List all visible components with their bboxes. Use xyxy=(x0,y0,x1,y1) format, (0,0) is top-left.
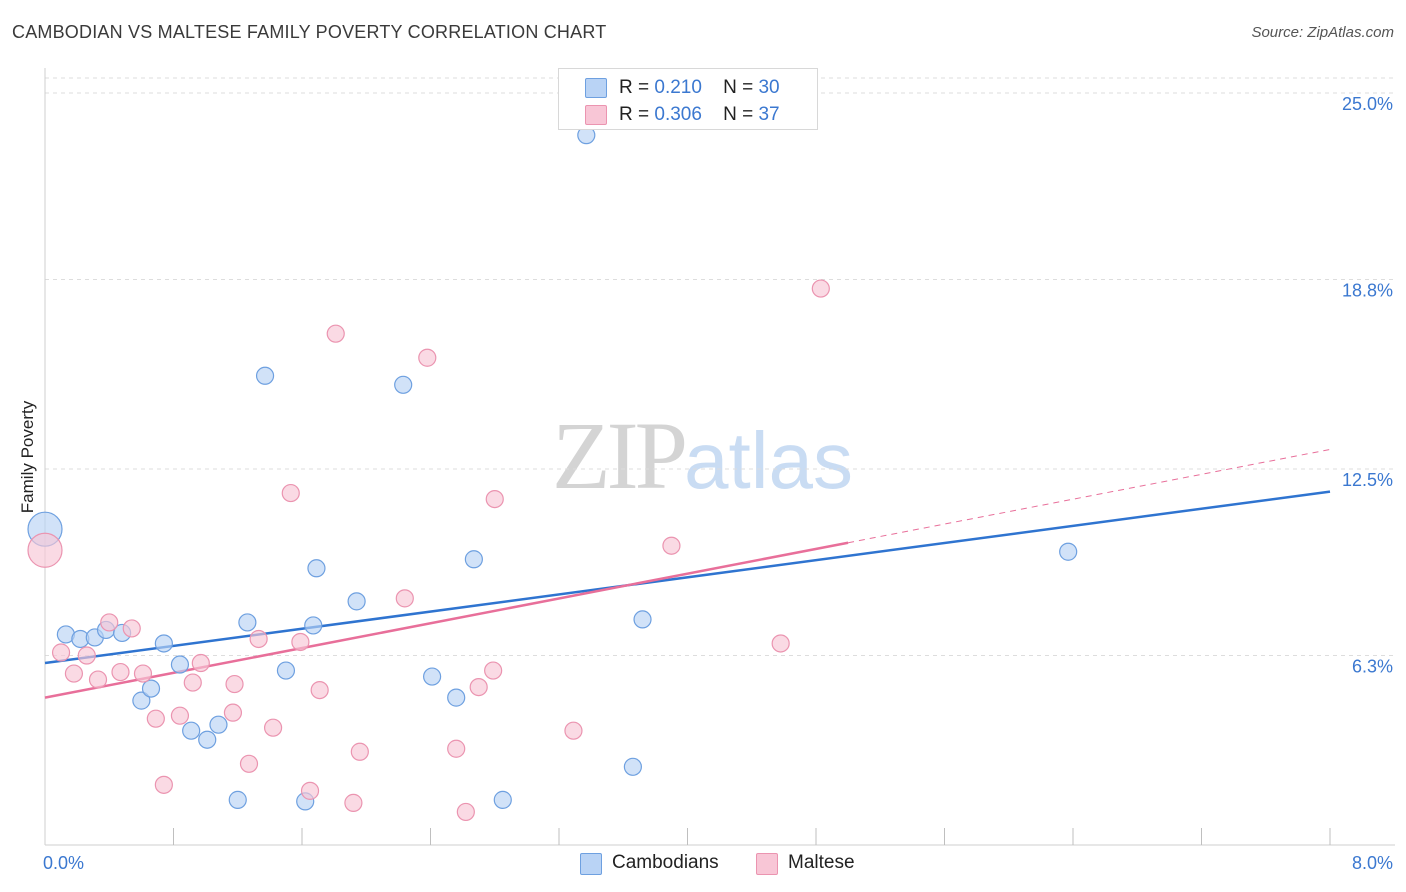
point-cambodians xyxy=(307,559,326,578)
point-cambodians xyxy=(276,661,296,680)
point-maltese xyxy=(64,664,84,683)
y-tick-label: 25.0% xyxy=(1342,94,1393,114)
point-cambodians xyxy=(238,613,257,632)
legend-n-value: 37 xyxy=(758,104,780,125)
legend-n-value: 30 xyxy=(758,77,780,98)
legend-r-label: R = xyxy=(619,77,650,98)
trend-line-extension-maltese xyxy=(848,448,1331,544)
point-cambodians xyxy=(633,610,652,629)
legend-n-label: N = xyxy=(723,104,754,125)
point-cambodians xyxy=(182,721,201,740)
watermark-atlas: atlas xyxy=(684,416,853,505)
series-legend: Cambodians Maltese xyxy=(0,850,1406,878)
point-cambodians xyxy=(394,375,413,394)
label-layer: 6.3% 12.5% 18.8% 25.0% 0.0% 8.0% Family Povert… xyxy=(18,94,1393,873)
grid-layer xyxy=(45,77,1395,657)
point-cambodians xyxy=(464,550,483,569)
point-cambodians xyxy=(423,667,442,686)
point-maltese xyxy=(300,781,320,800)
point-maltese xyxy=(310,680,329,700)
point-maltese xyxy=(170,706,190,725)
legend-swatch-cambodians xyxy=(585,78,607,98)
y-tick-label: 12.5% xyxy=(1342,470,1393,490)
trend-layer xyxy=(44,448,1331,699)
point-maltese xyxy=(133,664,153,683)
point-maltese xyxy=(418,348,437,367)
x-tick-label-min: 0.0% xyxy=(43,853,84,873)
legend-swatch-cambodians xyxy=(580,853,602,875)
legend-r-value: 0.210 xyxy=(654,77,702,98)
legend-label-maltese: Maltese xyxy=(788,852,855,873)
point-maltese xyxy=(249,629,268,649)
point-cambodians xyxy=(198,730,217,749)
point-cambodians xyxy=(141,679,161,698)
point-maltese xyxy=(395,589,414,608)
trend-line-maltese xyxy=(44,541,849,699)
point-maltese xyxy=(191,653,210,673)
point-maltese xyxy=(111,662,130,682)
point-cambodians xyxy=(209,715,228,734)
legend-r-label: R = xyxy=(619,104,650,125)
point-cambodians xyxy=(228,790,247,809)
point-cambodians xyxy=(132,691,151,710)
point-maltese xyxy=(469,677,488,697)
point-cambodians xyxy=(255,366,275,385)
point-cambodians xyxy=(170,655,190,674)
legend-r-value: 0.306 xyxy=(654,104,702,125)
point-maltese xyxy=(223,703,243,722)
point-maltese xyxy=(263,718,283,737)
watermark: ZIPatlas xyxy=(552,400,853,511)
point-cambodians xyxy=(493,790,512,809)
point-cambodians xyxy=(154,634,173,653)
point-maltese xyxy=(564,721,583,740)
point-cambodians xyxy=(623,757,642,776)
stats-legend: R = 0.210 N = 30 R = 0.306 N = 37 xyxy=(558,68,818,130)
legend-n-label: N = xyxy=(723,77,754,98)
point-maltese xyxy=(344,793,363,812)
point-maltese xyxy=(77,646,96,665)
point-maltese xyxy=(447,739,466,758)
point-maltese xyxy=(771,634,790,653)
point-maltese xyxy=(239,754,259,773)
point-maltese xyxy=(456,802,475,822)
watermark-zip: ZIP xyxy=(552,402,688,509)
point-maltese xyxy=(811,279,830,298)
point-maltese xyxy=(281,483,300,503)
point-maltese xyxy=(100,613,119,632)
point-maltese xyxy=(183,673,202,692)
point-maltese xyxy=(225,674,244,694)
point-cambodians xyxy=(347,592,366,611)
point-layer xyxy=(27,126,1078,822)
y-tick-label: 6.3% xyxy=(1352,657,1393,677)
legend-swatch-maltese xyxy=(585,105,607,125)
point-maltese xyxy=(291,632,310,652)
point-cambodians xyxy=(1059,542,1078,561)
y-tick-label: 18.8% xyxy=(1342,281,1393,301)
point-maltese xyxy=(146,709,165,728)
point-maltese xyxy=(350,742,369,761)
point-maltese xyxy=(51,643,71,662)
chart-title: CAMBODIAN VS MALTESE FAMILY POVERTY CORR… xyxy=(12,22,607,42)
point-maltese xyxy=(88,670,108,689)
point-maltese xyxy=(662,536,681,555)
y-axis-title: Family Poverty xyxy=(18,400,37,513)
point-maltese xyxy=(485,489,504,509)
point-maltese xyxy=(154,775,173,794)
axis-layer xyxy=(44,68,1395,846)
legend-label-cambodians: Cambodians xyxy=(612,852,719,873)
point-maltese xyxy=(27,532,63,568)
legend-text: R = 0.210 N = 30 xyxy=(619,77,780,99)
point-cambodians xyxy=(447,688,466,707)
point-maltese xyxy=(326,324,345,343)
point-cambodians xyxy=(304,616,323,635)
trend-line-cambodians xyxy=(44,490,1331,665)
point-maltese xyxy=(484,661,503,680)
legend-text: R = 0.306 N = 37 xyxy=(619,104,780,126)
chart-source: Source: ZipAtlas.com xyxy=(1251,24,1394,41)
point-maltese xyxy=(122,619,141,638)
x-tick-label-max: 8.0% xyxy=(1352,853,1393,873)
legend-swatch-maltese xyxy=(756,853,778,875)
